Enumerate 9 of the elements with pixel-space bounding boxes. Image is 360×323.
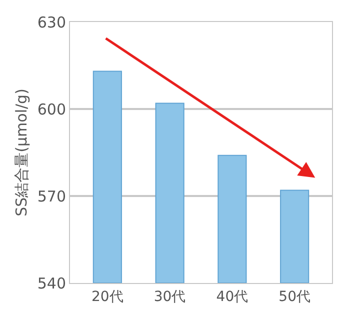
y-tick-label: 630 [37, 13, 66, 32]
y-tick-label: 540 [37, 274, 66, 292]
x-tick-label: 50代 [278, 288, 310, 305]
y-tick-label: 570 [37, 187, 66, 206]
y-axis-title: SS結合量(μmol/g) [12, 88, 31, 216]
x-tick-label: 20代 [92, 288, 124, 305]
x-tick-label: 30代 [154, 288, 186, 305]
x-tick-label: 40代 [216, 288, 248, 305]
y-tick-label: 600 [37, 100, 66, 118]
